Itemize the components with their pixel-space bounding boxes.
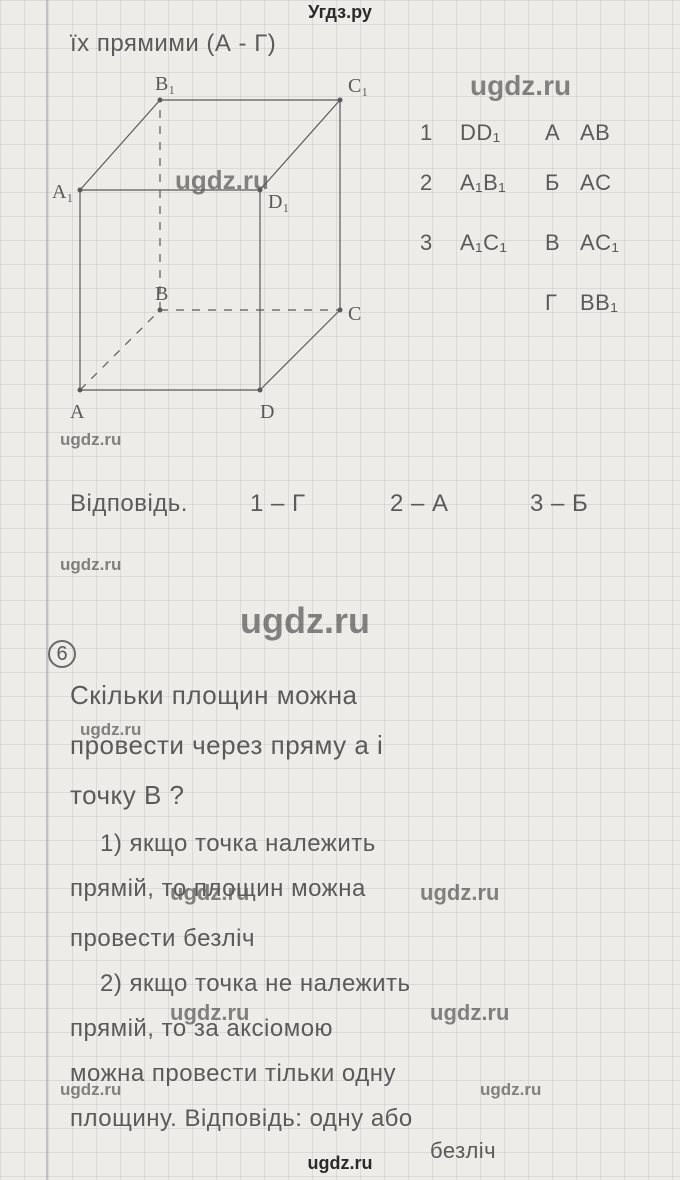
- svg-text:A: A: [70, 401, 85, 420]
- match-cell: Б: [545, 170, 560, 196]
- text-top-line: їх прямими (А - Г): [70, 30, 276, 58]
- match-cell: AC₁: [580, 230, 619, 256]
- answer-pair: 1 – Г: [250, 490, 306, 518]
- svg-text:B: B: [155, 283, 168, 305]
- cube-diagram: B₁ C₁ A₁ D₁ B C A D: [50, 60, 380, 420]
- handwritten-line: 2) якщо точка не належить: [100, 970, 411, 998]
- match-cell: A₁C₁: [460, 230, 507, 256]
- match-cell: А: [545, 120, 560, 146]
- match-cell: В: [545, 230, 560, 256]
- match-cell: 3: [420, 230, 433, 256]
- match-cell: AC: [580, 170, 612, 196]
- problem-number-circle: 6: [48, 640, 76, 668]
- match-cell: 1: [420, 120, 433, 146]
- svg-text:D: D: [260, 401, 274, 420]
- match-cell: A₁B₁: [460, 170, 506, 196]
- match-cell: Г: [545, 290, 557, 316]
- match-cell: AB: [580, 120, 610, 146]
- svg-text:A₁: A₁: [52, 181, 73, 203]
- match-cell: 2: [420, 170, 433, 196]
- handwritten-line: провести через пряму a і: [70, 730, 383, 761]
- answer-pair: 2 – А: [390, 490, 449, 518]
- handwritten-line: прямій, то площин можна: [70, 875, 366, 903]
- answer-label: Відповідь.: [70, 490, 188, 518]
- handwritten-line: провести безліч: [70, 925, 255, 953]
- page-footer: ugdz.ru: [0, 1153, 680, 1174]
- match-cell: BB₁: [580, 290, 618, 316]
- handwritten-line: прямій, то за аксіомою: [70, 1015, 333, 1043]
- handwritten-line: площину. Відповідь: одну або: [70, 1105, 413, 1133]
- svg-text:B₁: B₁: [155, 73, 175, 95]
- handwritten-line: можна провести тільки одну: [70, 1060, 396, 1088]
- answer-pair: 3 – Б: [530, 490, 588, 518]
- handwritten-line: безліч: [430, 1138, 496, 1164]
- handwritten-line: точку B ?: [70, 780, 184, 811]
- svg-text:C: C: [348, 303, 361, 325]
- margin-line: [46, 0, 48, 1180]
- svg-text:C₁: C₁: [348, 75, 368, 97]
- svg-text:D₁: D₁: [268, 191, 289, 213]
- handwritten-line: Скільки площин можна: [70, 680, 358, 711]
- page-header: Угдз.ру: [0, 2, 680, 23]
- match-cell: DD₁: [460, 120, 501, 146]
- handwritten-line: 1) якщо точка належить: [100, 830, 376, 858]
